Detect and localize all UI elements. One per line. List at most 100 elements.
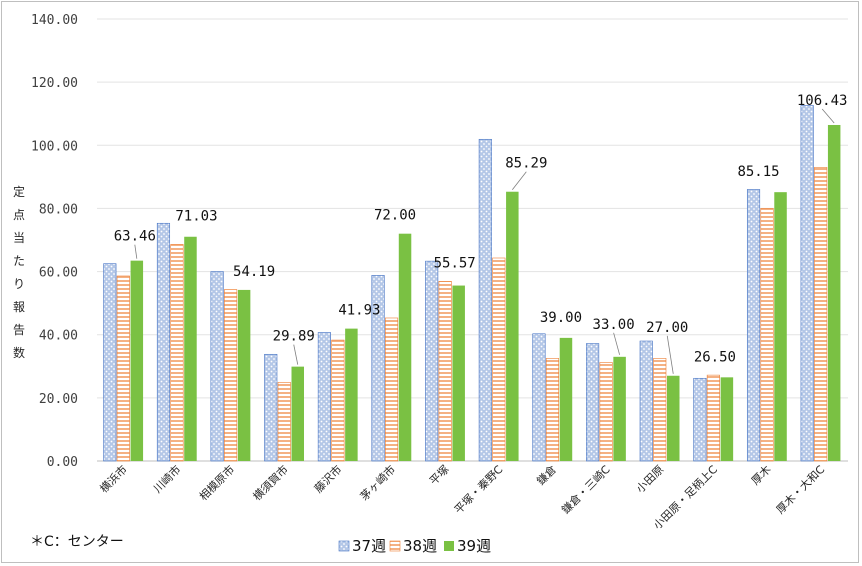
data-label: 72.00 [374, 208, 416, 224]
data-label: 55.57 [434, 256, 476, 272]
bar-38週-厚木・大和C [814, 167, 828, 462]
bar-39週-鎌倉 [559, 337, 573, 461]
data-label: 26.50 [694, 349, 736, 365]
x-category-label: 平塚・秦野C [451, 462, 505, 516]
bar-38週-藤沢市 [331, 339, 345, 462]
bar-38週-鎌倉・三崎C [599, 362, 613, 462]
x-category-label: 藤沢市 [311, 462, 344, 495]
bar-37週-相模原市 [210, 271, 224, 462]
bars [103, 105, 841, 462]
bar-39週-茅ヶ崎市 [398, 233, 412, 461]
x-category-label: 小田原 [634, 463, 667, 496]
x-category-label: 平塚 [427, 463, 452, 488]
bar-37週-川崎市 [156, 222, 171, 462]
x-category-label: 横浜市 [97, 462, 130, 495]
y-tick-label: 80.00 [39, 202, 78, 217]
leader-line [666, 335, 674, 374]
bar-38週-小田原・足柄上C [706, 374, 720, 462]
bar-38週-厚木 [760, 208, 774, 462]
bar-38週-茅ヶ崎市 [384, 317, 399, 462]
bar-39週-横浜市 [130, 260, 144, 461]
bar-37週-鎌倉 [532, 333, 546, 462]
y-axis-label-char: 数 [13, 345, 25, 360]
data-label: 33.00 [593, 317, 635, 333]
bar-38週-川崎市 [170, 244, 184, 462]
y-axis-label-char: た [13, 254, 25, 268]
bar-38週-鎌倉 [545, 358, 560, 462]
y-tick-label: 20.00 [39, 392, 78, 407]
legend-label: 39週 [457, 537, 491, 555]
leader-line [293, 344, 299, 365]
bar-37週-藤沢市 [317, 332, 331, 462]
bar-37週-鎌倉・三崎C [586, 343, 600, 462]
bar-37週-横浜市 [103, 263, 117, 462]
bar-39週-鎌倉・三崎C [613, 356, 626, 461]
bar-39週-小田原 [667, 375, 680, 461]
bar-39週-平塚 [452, 285, 465, 461]
x-category-label: 鎌倉 [534, 462, 559, 487]
y-tick-label: 0.00 [47, 455, 78, 470]
bar-37週-平塚 [425, 260, 439, 462]
data-label: 54.19 [233, 264, 275, 280]
y-axis-label-char: 点 [13, 208, 25, 222]
bar-38週-横須賀市 [277, 382, 291, 462]
y-tick-label: 40.00 [39, 329, 78, 344]
data-labels: 63.46 71.03 54.19 29.89 41.93 72.00 55.57 85.29… [114, 93, 848, 365]
bar-38週-相模原市 [224, 289, 238, 462]
bar-39週-相模原市 [237, 289, 251, 461]
bar-39週-川崎市 [184, 236, 197, 461]
bar-37週-平塚・秦野C [478, 138, 492, 462]
y-tick-label: 140.00 [31, 13, 78, 28]
y-axis-label-char: 告 [13, 323, 25, 337]
data-label: 39.00 [540, 310, 582, 326]
bar-38週-平塚 [438, 281, 452, 462]
bar-39週-横須賀市 [291, 366, 304, 461]
bar-37週-横須賀市 [264, 353, 278, 462]
y-axis-label-char: 当 [13, 231, 25, 245]
leader-line [134, 244, 138, 259]
data-label: 63.46 [114, 229, 156, 245]
x-category-label: 横須賀市 [250, 462, 291, 503]
bar-39週-厚木 [774, 192, 787, 461]
data-label: 27.00 [646, 320, 688, 336]
data-label: 29.89 [273, 329, 315, 345]
y-tick-label: 100.00 [31, 139, 78, 154]
bar-37週-小田原 [639, 340, 653, 462]
leader-line [821, 108, 835, 124]
bar-37週-厚木・大和C [800, 105, 814, 462]
legend: 37週 38週 39週 [338, 537, 491, 555]
bar-39週-小田原・足柄上C [720, 377, 734, 461]
data-label: 41.93 [338, 303, 380, 319]
y-axis-ticks: 0.00 20.00 40.00 60.00 80.00 100.00 120.00 140.… [31, 13, 78, 470]
bar-37週-小田原・足柄上C [693, 377, 707, 462]
footnote: ＊C：センター [30, 534, 124, 550]
data-label: 85.15 [737, 164, 779, 180]
legend-swatch-39週 [444, 541, 454, 551]
data-label: 85.29 [505, 156, 547, 172]
data-label: 106.43 [797, 93, 848, 109]
y-axis-label-char: 報 [13, 300, 25, 314]
y-tick-label: 120.00 [31, 76, 78, 91]
x-category-label: 相模原市 [196, 462, 237, 503]
x-category-label: 厚木 [749, 463, 774, 488]
data-label: 71.03 [175, 209, 217, 225]
bar-38週-小田原 [653, 358, 667, 462]
bar-39週-藤沢市 [345, 328, 358, 461]
x-category-label: 茅ヶ崎市 [357, 462, 398, 503]
bar-39週-厚木・大和C [827, 124, 841, 461]
x-category-label: 鎌倉・三崎C [559, 462, 613, 516]
leader-line [613, 332, 620, 355]
x-category-label: 川崎市 [150, 462, 183, 495]
legend-swatch-38週 [389, 540, 401, 552]
bar-39週-平塚・秦野C [506, 191, 519, 461]
legend-label: 37週 [352, 537, 386, 555]
y-tick-label: 60.00 [39, 266, 78, 281]
leader-line [512, 171, 527, 190]
x-axis-category-labels: 横浜市 川崎市 相模原市 横須賀市 藤沢市 茅ヶ崎市 平塚 平塚・秦野C 鎌倉 鎌倉・三崎C 小田原… [97, 462, 828, 532]
x-category-label: 厚木・大和C [773, 462, 827, 516]
legend-label: 38週 [403, 537, 437, 555]
bar-37週-茅ヶ崎市 [371, 275, 385, 462]
legend-swatch-37週 [338, 540, 350, 552]
